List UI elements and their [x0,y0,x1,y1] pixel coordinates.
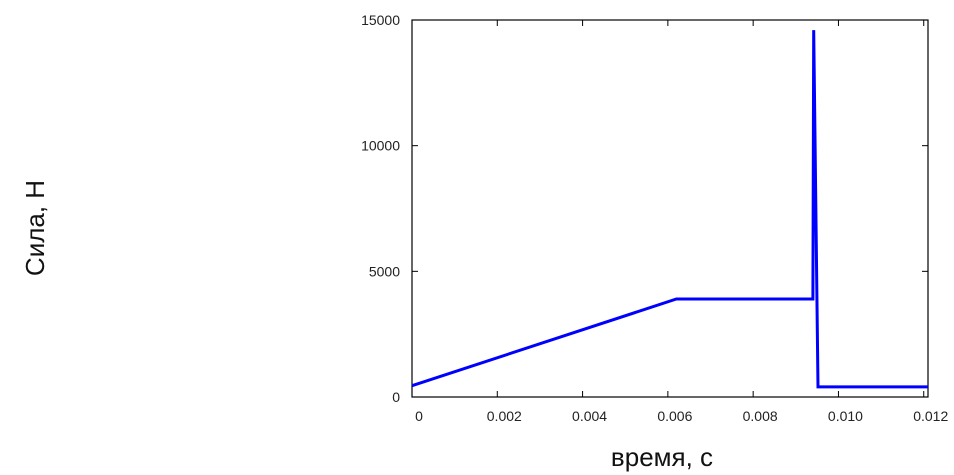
plot-frame-group [411,19,929,398]
x-tick-label: 0.006 [657,408,692,424]
x-tick-label: 0.012 [913,408,948,424]
x-tick-label: 0.004 [572,408,607,424]
x-tick-label: 0.008 [743,408,778,424]
ticks-group: 0 5000 10000 15000 0 0.002 0.004 0.006 0.008 0.01… [361,12,948,424]
y-tick-label: 0 [392,389,400,405]
x-axis-title: время, с [611,442,713,472]
x-tick-label: 0 [415,408,423,424]
x-tick-label: 0.002 [487,408,522,424]
series-group [411,30,928,389]
y-tick-label: 15000 [361,12,400,28]
x-tick-label: 0.010 [828,408,863,424]
y-axis-title: Сила, Н [20,180,50,276]
force-series-line [411,30,928,389]
y-tick-label: 5000 [369,263,400,279]
plot-frame [411,19,929,398]
y-tick-label: 10000 [361,138,400,154]
